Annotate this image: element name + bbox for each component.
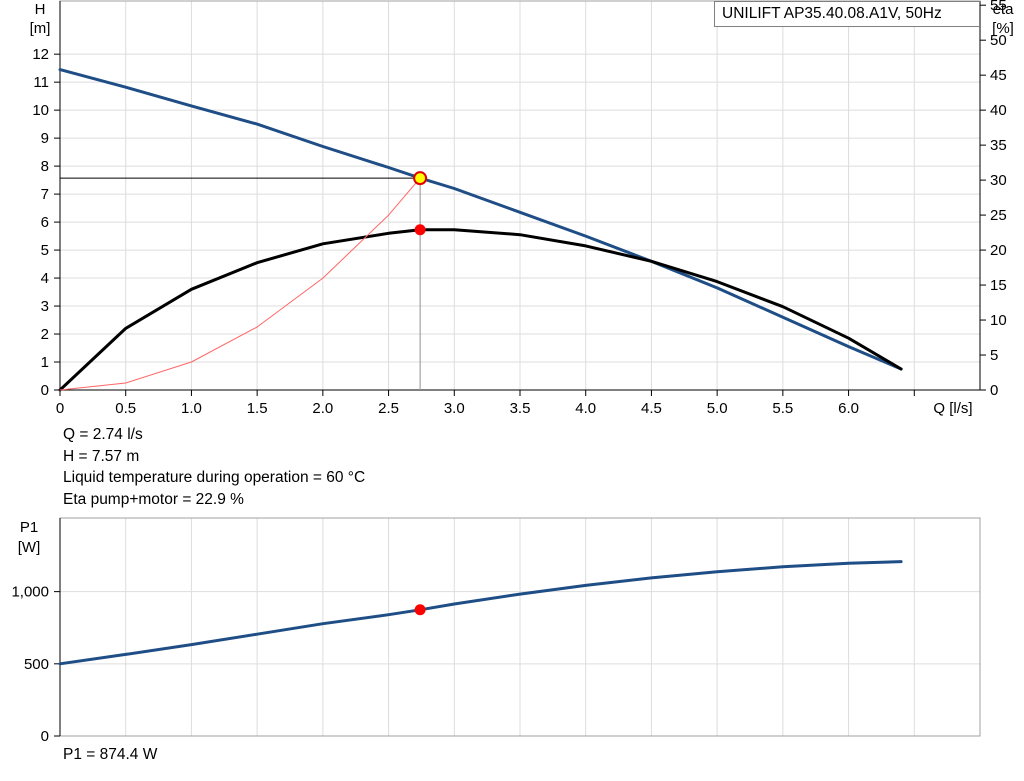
- eta-axis-tick-label: 40: [990, 102, 1007, 119]
- top-x-tick-label: 4.0: [575, 400, 596, 417]
- power-operating-marker: [414, 604, 426, 616]
- top-x-tick-label: 4.5: [641, 400, 662, 417]
- h-axis-tick-label: 11: [33, 74, 49, 91]
- p1-axis-label: P1: [20, 519, 38, 536]
- eta-axis-tick-label: 25: [990, 207, 1007, 224]
- system-curve: [59, 177, 421, 391]
- p1-axis-tick-label: 0: [41, 728, 49, 745]
- top-chart-operating-point: [60, 171, 428, 390]
- efficiency-operating-marker: [414, 224, 426, 236]
- top-x-tick-label: 2.5: [378, 400, 399, 417]
- bottom-chart-ticks: 0 500 1,000: [11, 584, 60, 745]
- h-axis-tick-label: 0: [41, 382, 49, 399]
- eta-axis-tick-label: 20: [990, 242, 1007, 259]
- eta-axis-tick-label: 35: [990, 137, 1007, 154]
- top-chart-series: [58, 68, 903, 392]
- top-x-tick-label: 5.0: [707, 400, 728, 417]
- h-axis-tick-label: 2: [41, 326, 49, 343]
- power-readout: P1 = 874.4 W: [63, 746, 158, 763]
- top-x-tick-label: 3.0: [444, 400, 465, 417]
- bottom-chart-operating-point: [414, 604, 426, 616]
- h-axis-tick-label: 10: [32, 102, 49, 119]
- eta-axis-label: eta: [993, 1, 1015, 18]
- p1-axis-tick-label: 500: [24, 656, 49, 673]
- power-curve: [58, 560, 903, 666]
- top-chart-grid: [59, 1, 980, 391]
- operating-point-readout: Q = 2.74 l/s H = 7.57 m Liquid temperatu…: [63, 424, 365, 510]
- h-axis-unit: [m]: [30, 20, 51, 37]
- p1-axis-unit: [W]: [18, 539, 41, 556]
- top-x-tick-label: 1.0: [181, 400, 202, 417]
- h-axis-tick-label: 6: [41, 214, 49, 231]
- duty-point-marker: [413, 171, 428, 186]
- head-readout: H = 7.57 m: [63, 447, 140, 465]
- top-x-tick-label: 5.5: [772, 400, 793, 417]
- top-x-tick-label: 1.5: [247, 400, 268, 417]
- bottom-chart-series: [58, 560, 903, 666]
- efficiency-curve: [58, 228, 903, 392]
- top-chart-ticks: 0 0.5 1.0 1.5 2.0 2.5 3.0 3.5 4.0 4.5 5.0 5.5 6.0012…: [32, 0, 1006, 417]
- q-axis-label: Q [l/s]: [933, 400, 972, 417]
- eta-axis-tick-label: 5: [990, 347, 998, 364]
- eta-axis-tick-label: 10: [990, 312, 1007, 329]
- h-axis-tick-label: 12: [32, 46, 49, 63]
- h-axis-tick-label: 9: [41, 130, 49, 147]
- eta-axis-tick-label: 0: [990, 382, 998, 399]
- h-axis-tick-label: 4: [41, 270, 49, 287]
- bottom-chart-frame: [59, 517, 981, 737]
- temperature-readout: Liquid temperature during operation = 60…: [63, 469, 366, 486]
- top-x-tick-label: 3.5: [510, 400, 531, 417]
- h-axis-tick-label: 5: [41, 242, 49, 259]
- h-axis-tick-label: 8: [41, 158, 49, 175]
- top-x-tick-label: 6.0: [838, 400, 859, 417]
- bottom-chart-grid: [60, 518, 980, 737]
- pump-model-title: UNILIFT AP35.40.08.A1V, 50Hz: [714, 1, 980, 27]
- top-x-tick-label: 0.5: [115, 400, 136, 417]
- top-x-tick-label: 0: [56, 400, 64, 417]
- efficiency-readout: Eta pump+motor = 22.9 %: [63, 490, 244, 508]
- eta-axis-tick-label: 15: [990, 277, 1007, 294]
- eta-axis-tick-label: 55: [990, 0, 1007, 14]
- h-axis-tick-label: 1: [41, 354, 49, 371]
- h-axis-label: H: [35, 1, 46, 18]
- eta-axis-tick-label: 30: [990, 172, 1007, 189]
- head-curve: [58, 68, 903, 371]
- eta-axis-tick-label: 45: [990, 67, 1007, 84]
- eta-axis-unit: [%]: [992, 20, 1014, 37]
- p1-axis-tick-label: 1,000: [11, 584, 49, 601]
- top-x-tick-label: 2.0: [312, 400, 333, 417]
- h-axis-tick-label: 7: [41, 186, 49, 203]
- eta-axis-tick-label: 50: [990, 32, 1007, 49]
- flow-readout: Q = 2.74 l/s: [63, 426, 143, 443]
- h-axis-tick-label: 3: [41, 298, 49, 315]
